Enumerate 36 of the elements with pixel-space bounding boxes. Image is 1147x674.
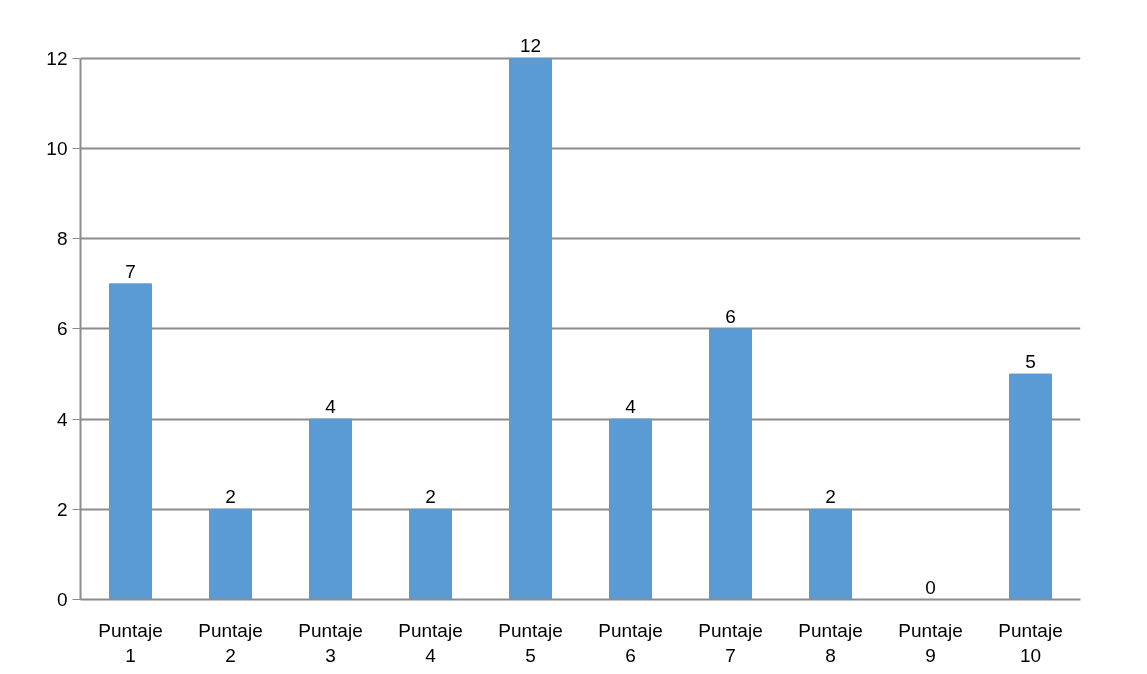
data-label: 0 <box>925 576 936 598</box>
y-tick-label: 4 <box>56 408 68 430</box>
x-tick-label: Puntaje 10 <box>998 619 1063 666</box>
data-label: 12 <box>519 35 542 57</box>
bar <box>309 418 352 600</box>
x-tick-label: Puntaje 2 <box>198 619 263 666</box>
data-label: 2 <box>225 486 236 508</box>
y-tick-label: 2 <box>56 498 68 520</box>
bar <box>409 508 452 600</box>
y-tick-label: 12 <box>46 47 68 69</box>
bar <box>509 57 552 600</box>
data-label: 7 <box>125 260 136 282</box>
x-tick-label: Puntaje 1 <box>98 619 163 666</box>
bar <box>209 508 252 600</box>
data-label: 4 <box>625 396 637 418</box>
x-tick-label: Puntaje 7 <box>698 619 763 666</box>
data-label: 4 <box>325 396 337 418</box>
bar <box>109 283 152 600</box>
y-tick-label: 6 <box>56 318 68 340</box>
x-tick-label: Puntaje 5 <box>498 619 563 666</box>
y-tick-label: 0 <box>56 589 68 610</box>
data-label: 2 <box>825 486 836 508</box>
x-tick-label: Puntaje 3 <box>298 619 363 666</box>
y-tick-label: 8 <box>56 228 68 250</box>
data-label: 5 <box>1025 351 1036 373</box>
bar <box>709 328 752 600</box>
x-tick-label: Puntaje 9 <box>898 619 963 666</box>
x-tick-label: Puntaje 6 <box>598 619 663 666</box>
data-label: 6 <box>725 305 736 327</box>
x-tick-label: Puntaje 4 <box>398 619 463 666</box>
bar <box>1009 373 1052 600</box>
bar <box>809 508 852 600</box>
data-label: 2 <box>425 486 436 508</box>
bar <box>609 418 652 600</box>
y-tick-label: 10 <box>46 138 68 160</box>
x-tick-label: Puntaje 8 <box>798 619 863 666</box>
